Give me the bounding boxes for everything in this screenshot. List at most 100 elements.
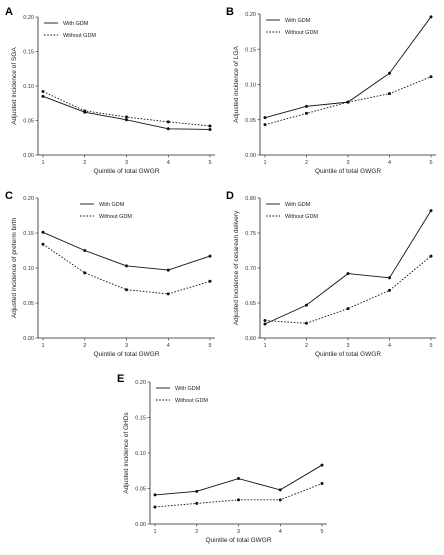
data-point xyxy=(195,501,199,505)
x-tick-label: 2 xyxy=(305,343,308,349)
y-tick-label: 0.70 xyxy=(245,266,256,272)
data-point xyxy=(263,123,267,127)
data-point xyxy=(166,120,170,124)
x-tick-label: 2 xyxy=(305,160,308,166)
x-tick-label: 2 xyxy=(83,343,86,349)
data-point xyxy=(41,230,45,234)
data-point xyxy=(208,254,212,258)
y-tick-label: 0.10 xyxy=(23,84,34,90)
data-point xyxy=(263,116,267,120)
x-axis-title: Quintile of total GWGR xyxy=(315,351,381,358)
data-point xyxy=(305,104,308,108)
legend-label: Without GDM xyxy=(285,214,318,220)
legend-label: With GDM xyxy=(285,202,311,208)
series-line-without-gdm xyxy=(154,483,323,508)
y-tick-label: 0.20 xyxy=(245,12,256,18)
y-tick-label: 0.75 xyxy=(245,231,256,237)
y-tick-label: 0.05 xyxy=(23,301,34,307)
data-point xyxy=(125,264,128,268)
data-point xyxy=(320,463,324,467)
legend-label: With GDM xyxy=(175,386,201,392)
data-point xyxy=(263,322,267,326)
y-tick-label: 0.10 xyxy=(135,451,146,457)
data-point xyxy=(153,493,157,497)
legend-label: Without GDM xyxy=(99,214,132,220)
data-point xyxy=(208,127,212,131)
data-point xyxy=(278,488,282,492)
series-line-without-gdm xyxy=(42,243,211,295)
y-tick-label: 0.60 xyxy=(245,336,256,342)
data-point xyxy=(83,109,87,113)
data-point xyxy=(388,288,391,292)
x-tick-label: 3 xyxy=(237,529,240,535)
data-point xyxy=(166,127,170,131)
y-tick-label: 0.20 xyxy=(135,380,146,386)
legend-label: Without GDM xyxy=(175,398,208,404)
y-tick-label: 0.20 xyxy=(23,15,34,21)
y-tick-label: 0.15 xyxy=(23,50,34,56)
y-axis-title: Adjusted incidence of LGA xyxy=(233,46,240,123)
data-point xyxy=(429,75,433,79)
data-point xyxy=(346,100,350,104)
y-tick-label: 0.00 xyxy=(23,336,34,342)
x-axis-title: Quintile of total GWGR xyxy=(93,351,159,358)
y-tick-label: 0.00 xyxy=(135,522,146,528)
data-point xyxy=(125,118,128,122)
data-point xyxy=(208,124,212,128)
series-line-without-gdm xyxy=(42,91,211,127)
panel-letter: C xyxy=(5,190,13,202)
data-point xyxy=(346,307,350,311)
y-tick-label: 0.00 xyxy=(23,153,34,159)
chart-panel-c: C 0.00 0.05 0.10 0.15 0.20 1 2 3 4 5 Quintile of to… xyxy=(5,190,215,358)
y-axis-title: Adjusted incidence of cesarean delivery xyxy=(233,210,240,325)
data-point xyxy=(346,272,350,276)
x-tick-label: 3 xyxy=(346,160,349,166)
y-tick-label: 0.10 xyxy=(245,83,256,89)
x-tick-label: 4 xyxy=(388,343,391,349)
data-point xyxy=(237,498,240,502)
chart-panel-d: D 0.60 0.65 0.70 0.75 0.80 1 2 3 4 5 Quintile of to… xyxy=(226,190,436,358)
x-tick-label: 4 xyxy=(167,160,170,166)
chart-panel-b: B 0.00 0.05 0.10 0.15 0.20 1 2 3 4 5 Quintile of to… xyxy=(226,6,436,175)
x-tick-label: 5 xyxy=(208,160,211,166)
y-tick-label: 0.05 xyxy=(245,118,256,124)
legend-label: With GDM xyxy=(99,202,125,208)
x-tick-label: 5 xyxy=(429,343,432,349)
legend-label: Without GDM xyxy=(285,30,318,36)
y-tick-label: 0.15 xyxy=(245,47,256,53)
data-point xyxy=(388,71,391,75)
data-point xyxy=(429,254,433,258)
data-point xyxy=(195,489,199,493)
data-point xyxy=(320,482,324,486)
data-point xyxy=(388,276,391,280)
data-point xyxy=(305,321,308,325)
x-axis-title: Quintile of total GWGR xyxy=(315,168,381,175)
x-tick-label: 1 xyxy=(41,160,44,166)
y-tick-label: 0.00 xyxy=(245,153,256,159)
y-axis-title: Adjusted incidence of SGA xyxy=(11,47,18,125)
data-point xyxy=(388,92,391,96)
y-tick-label: 0.15 xyxy=(135,416,146,422)
x-tick-label: 5 xyxy=(429,160,432,166)
x-tick-label: 1 xyxy=(263,160,266,166)
y-tick-label: 0.05 xyxy=(23,119,34,125)
data-point xyxy=(166,268,170,272)
x-axis-title: Quintile of total GWGR xyxy=(93,168,159,175)
data-point xyxy=(166,292,170,296)
data-point xyxy=(208,279,212,283)
y-tick-label: 0.15 xyxy=(23,231,34,237)
x-tick-label: 2 xyxy=(83,160,86,166)
x-tick-label: 4 xyxy=(279,529,282,535)
data-point xyxy=(41,242,45,246)
y-axis-title: Adjusted incidence of GHDs xyxy=(123,412,130,494)
x-tick-label: 1 xyxy=(41,343,44,349)
data-point xyxy=(41,94,45,98)
x-axis-title: Quintile of total GWGR xyxy=(205,537,271,544)
data-point xyxy=(41,90,45,94)
x-tick-label: 3 xyxy=(125,343,128,349)
series-line-with-gdm xyxy=(42,95,211,130)
panel-letter: E xyxy=(117,373,124,385)
y-axis-title: Adjusted incidence of preterm birth xyxy=(11,217,18,318)
x-tick-label: 2 xyxy=(195,529,198,535)
